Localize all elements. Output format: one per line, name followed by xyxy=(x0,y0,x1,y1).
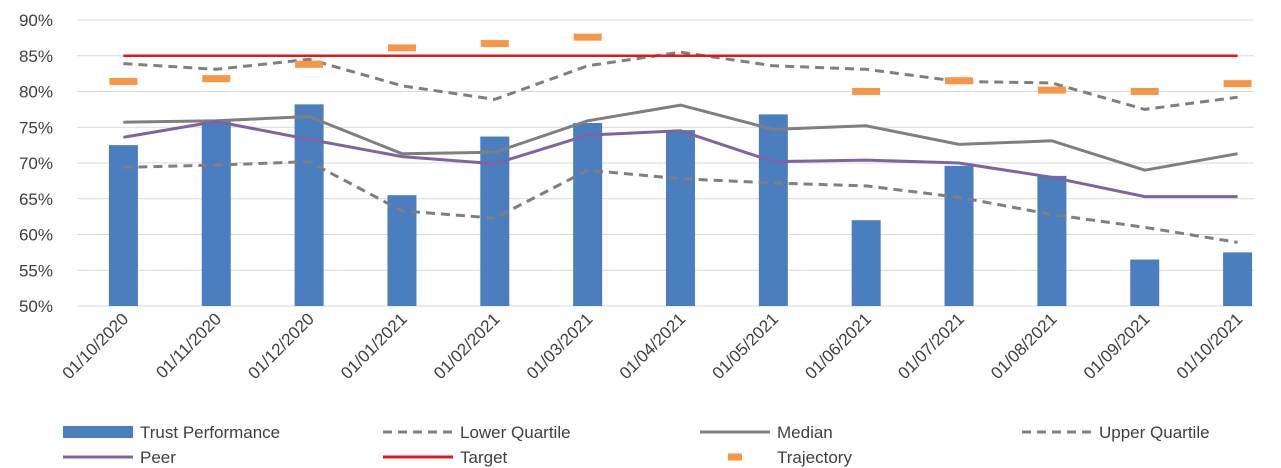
trajectory-marker xyxy=(1037,86,1066,94)
trajectory-marker xyxy=(202,75,231,83)
legend-label: Target xyxy=(460,448,508,467)
trajectory-marker xyxy=(945,77,974,85)
trajectory-marker xyxy=(573,33,602,41)
legend-item-lower: Lower Quartile xyxy=(383,423,571,442)
x-tick-label: 01/03/2021 xyxy=(523,309,597,383)
trajectory-marker xyxy=(295,60,324,68)
x-tick-label: 01/08/2021 xyxy=(987,309,1061,383)
y-tick-label: 60% xyxy=(19,226,53,245)
bar-trust-performance xyxy=(573,122,603,307)
trajectory-marker xyxy=(1223,80,1252,88)
trajectory-marker xyxy=(1130,88,1159,95)
bar-trust-performance xyxy=(108,145,138,306)
legend-label: Trust Performance xyxy=(140,423,280,442)
legend-item-median: Median xyxy=(700,423,833,442)
x-tick-label: 01/02/2021 xyxy=(430,309,504,383)
trajectory-markers xyxy=(109,33,1252,95)
bar-trust-performance xyxy=(294,104,324,307)
x-tick-label: 01/01/2021 xyxy=(337,309,411,383)
y-tick-label: 75% xyxy=(19,118,53,137)
x-tick-label: 01/04/2021 xyxy=(616,309,690,383)
bar-trust-performance xyxy=(851,220,881,306)
y-tick-label: 85% xyxy=(19,47,53,66)
y-axis-tick-labels: 50% 55% 60% 65% 70% 75% 80% 85% 90% xyxy=(19,11,53,316)
x-tick-label: 01/07/2021 xyxy=(894,309,968,383)
legend-label: Trajectory xyxy=(777,448,852,467)
trajectory-marker xyxy=(480,40,509,48)
line-lower xyxy=(123,160,1238,244)
legend-item-peer: Peer xyxy=(63,448,176,467)
bar-trust-performance xyxy=(1037,175,1067,306)
legend-item-trajectory: Trajectory xyxy=(728,448,852,467)
trajectory-marker xyxy=(387,44,416,52)
legend-label: Upper Quartile xyxy=(1099,423,1210,442)
bar-trust-performance xyxy=(944,165,974,306)
x-tick-label: 01/11/2020 xyxy=(152,309,225,382)
legend-label: Lower Quartile xyxy=(460,423,571,442)
legend-item-upper: Upper Quartile xyxy=(1022,423,1210,442)
grid-lines xyxy=(77,19,1254,307)
y-tick-label: 80% xyxy=(19,83,53,102)
y-tick-label: 65% xyxy=(19,190,53,209)
legend: Trust Performance Lower Quartile Median Upp… xyxy=(63,423,1210,467)
y-tick-label: 55% xyxy=(19,261,53,280)
legend-item-target: Target xyxy=(383,448,508,467)
line-series xyxy=(123,50,1238,244)
bar-trust-performance xyxy=(758,114,788,306)
x-tick-label: 01/05/2021 xyxy=(709,309,783,383)
legend-swatch xyxy=(63,426,133,438)
y-tick-label: 50% xyxy=(19,297,53,316)
trajectory-marker xyxy=(109,77,138,85)
trajectory-marker xyxy=(852,88,881,95)
bar-trust-performance xyxy=(201,121,231,306)
x-tick-label: 01/10/2020 xyxy=(59,309,133,383)
line-peer xyxy=(123,120,1238,199)
bar-trust-performance xyxy=(1223,252,1253,306)
x-tick-label: 01/06/2021 xyxy=(801,309,875,383)
line-median xyxy=(123,103,1238,172)
y-tick-label: 70% xyxy=(19,154,53,173)
legend-label: Median xyxy=(777,423,833,442)
trust-performance-bars xyxy=(108,104,1253,307)
x-axis-tick-labels: 01/10/2020 01/11/2020 01/12/2020 01/01/2021… xyxy=(59,309,1247,383)
bar-trust-performance xyxy=(666,130,695,306)
x-tick-label: 01/10/2021 xyxy=(1173,309,1247,383)
y-tick-label: 90% xyxy=(19,11,53,30)
legend-item-trust: Trust Performance xyxy=(63,423,280,442)
x-tick-label: 01/12/2020 xyxy=(244,309,318,383)
legend-swatch xyxy=(728,453,742,461)
bar-trust-performance xyxy=(387,195,417,306)
bar-trust-performance xyxy=(1130,259,1160,306)
legend-label: Peer xyxy=(140,448,176,467)
x-tick-label: 01/09/2021 xyxy=(1080,309,1154,383)
line-upper xyxy=(123,50,1238,111)
